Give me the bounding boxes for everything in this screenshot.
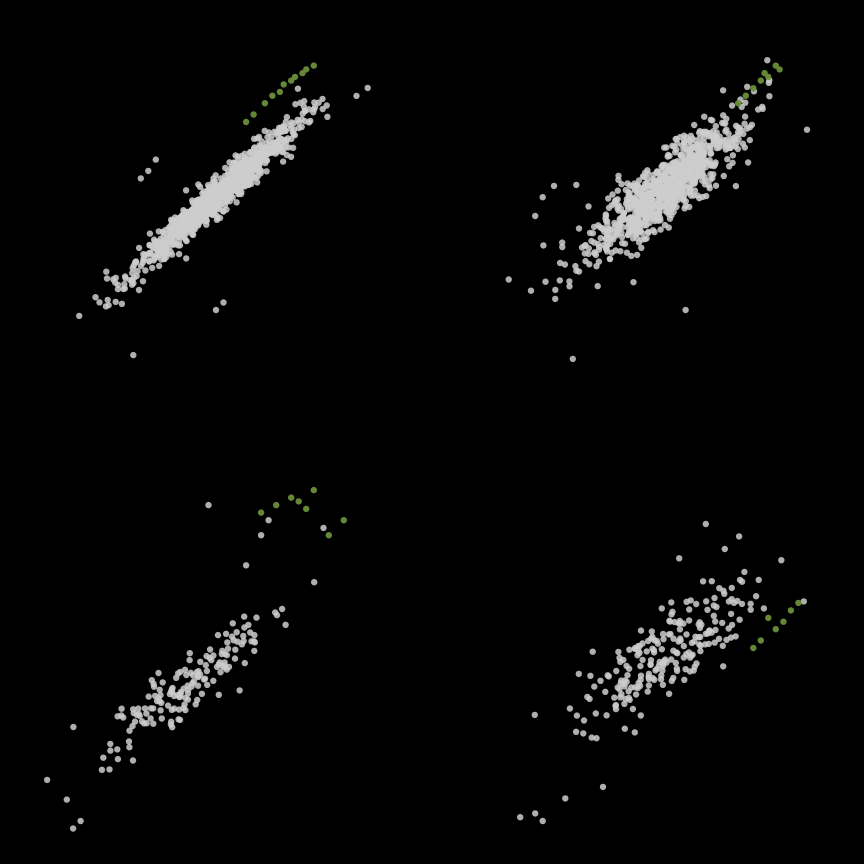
scatter-plot <box>0 0 432 432</box>
scatter-plot <box>0 432 432 864</box>
scatter-panel-bottom-left <box>0 432 432 864</box>
scatter-plot <box>432 0 864 432</box>
scatter-series-main <box>44 525 327 803</box>
scatter-series-outliers <box>517 795 569 824</box>
scatter-panel-top-left <box>0 0 432 432</box>
scatter-series-highlight <box>243 62 317 125</box>
scatter-series-main <box>76 85 371 319</box>
scatter-series-highlight <box>258 487 347 539</box>
scatter-series-main <box>506 57 811 302</box>
scatter-panel-top-right <box>432 0 864 432</box>
scatter-series-highlight <box>750 600 802 652</box>
scatter-series-main <box>532 521 807 790</box>
scatter-series-outliers <box>70 502 272 832</box>
scatter-panel-bottom-right <box>432 432 864 864</box>
scatter-plot <box>432 432 864 864</box>
scatter-grid <box>0 0 864 864</box>
